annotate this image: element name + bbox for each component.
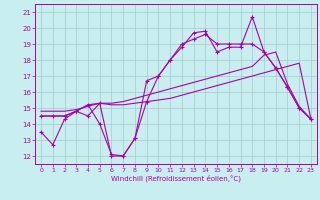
X-axis label: Windchill (Refroidissement éolien,°C): Windchill (Refroidissement éolien,°C) [111, 175, 241, 182]
